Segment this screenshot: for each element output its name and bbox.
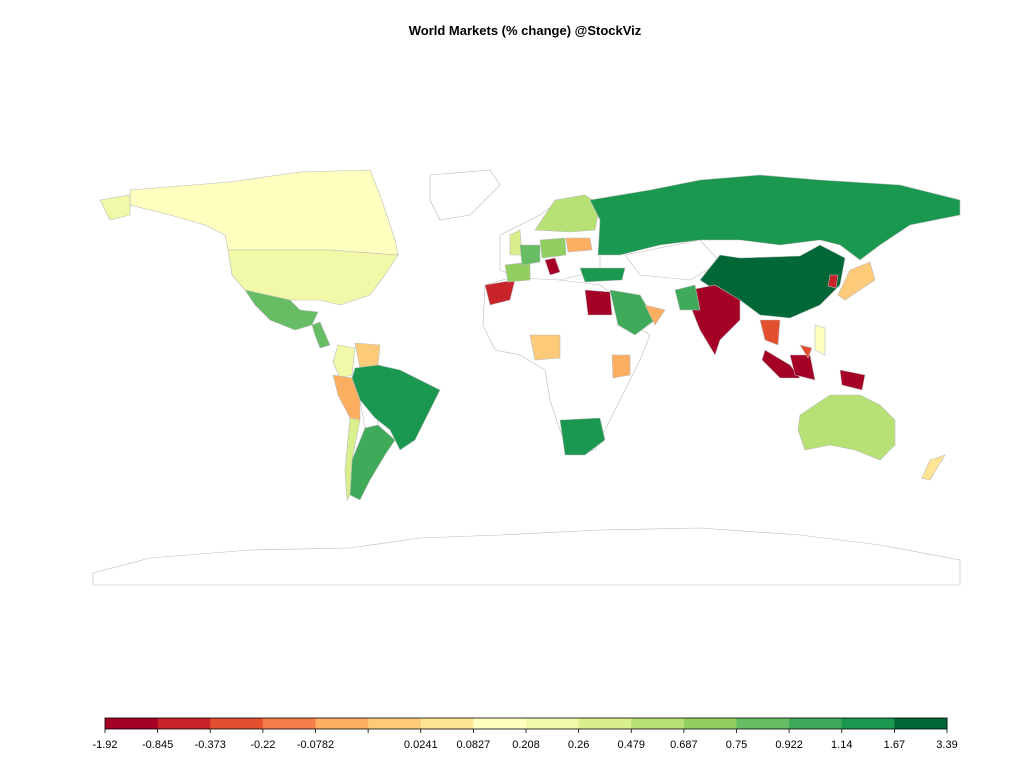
region — [921, 454, 946, 481]
legend-swatch — [368, 718, 422, 729]
legend-label: 1.67 — [884, 739, 905, 751]
legend-label: -0.22 — [250, 739, 275, 751]
region — [504, 261, 531, 283]
region — [539, 237, 567, 259]
region — [839, 369, 866, 391]
legend-swatch — [473, 718, 527, 729]
legend-label: 1.14 — [831, 739, 852, 751]
legend-swatch — [736, 718, 790, 729]
legend-label: -1.92 — [92, 739, 117, 751]
legend-label: 0.479 — [617, 739, 645, 751]
legend-label: 0.922 — [775, 739, 803, 751]
legend-swatch — [631, 718, 685, 729]
legend-swatch — [105, 718, 159, 729]
region — [689, 284, 741, 356]
region — [344, 417, 361, 501]
region — [99, 194, 131, 221]
region — [565, 237, 593, 253]
region — [789, 354, 816, 381]
region — [559, 417, 606, 456]
legend-swatch — [157, 718, 211, 729]
legend-swatch — [315, 718, 369, 729]
legend-swatch — [894, 718, 948, 729]
region — [611, 354, 631, 379]
legend-label: 0.208 — [512, 739, 540, 751]
land — [482, 274, 651, 456]
legend-swatch — [262, 718, 316, 729]
legend-swatch — [789, 718, 843, 729]
legend-label: -0.373 — [195, 739, 226, 751]
legend-label: -0.845 — [142, 739, 173, 751]
legend-label: 0.26 — [568, 739, 589, 751]
region — [584, 289, 613, 316]
region — [332, 344, 356, 379]
region — [129, 169, 399, 256]
legend-swatch — [578, 718, 632, 729]
region — [797, 394, 896, 461]
legend-label: 0.0827 — [457, 739, 491, 751]
region — [827, 274, 839, 289]
region — [799, 344, 813, 359]
legend-label: 3.39 — [936, 739, 957, 751]
region — [759, 319, 781, 346]
region — [761, 349, 801, 379]
legend-swatch — [210, 718, 264, 729]
region — [351, 364, 441, 451]
legend-label: 0.75 — [726, 739, 747, 751]
region — [484, 279, 516, 306]
region — [644, 304, 666, 326]
legend-swatch — [526, 718, 580, 729]
region — [529, 334, 561, 361]
region — [674, 284, 701, 311]
region — [589, 174, 961, 261]
region — [837, 261, 876, 301]
legend-swatch — [420, 718, 474, 729]
region — [579, 267, 626, 283]
region — [609, 289, 656, 336]
region — [519, 244, 541, 266]
legend-label: 0.0241 — [404, 739, 438, 751]
region — [814, 324, 826, 356]
legend-label: -0.0782 — [297, 739, 334, 751]
region — [544, 257, 561, 276]
legend-swatch — [683, 718, 737, 729]
region — [354, 342, 381, 369]
land — [429, 169, 501, 221]
land — [624, 239, 721, 281]
legend-label: 0.687 — [670, 739, 698, 751]
legend-swatch — [841, 718, 895, 729]
region — [311, 321, 331, 349]
land — [92, 527, 961, 586]
chart-title: World Markets (% change) @StockViz — [409, 23, 642, 38]
